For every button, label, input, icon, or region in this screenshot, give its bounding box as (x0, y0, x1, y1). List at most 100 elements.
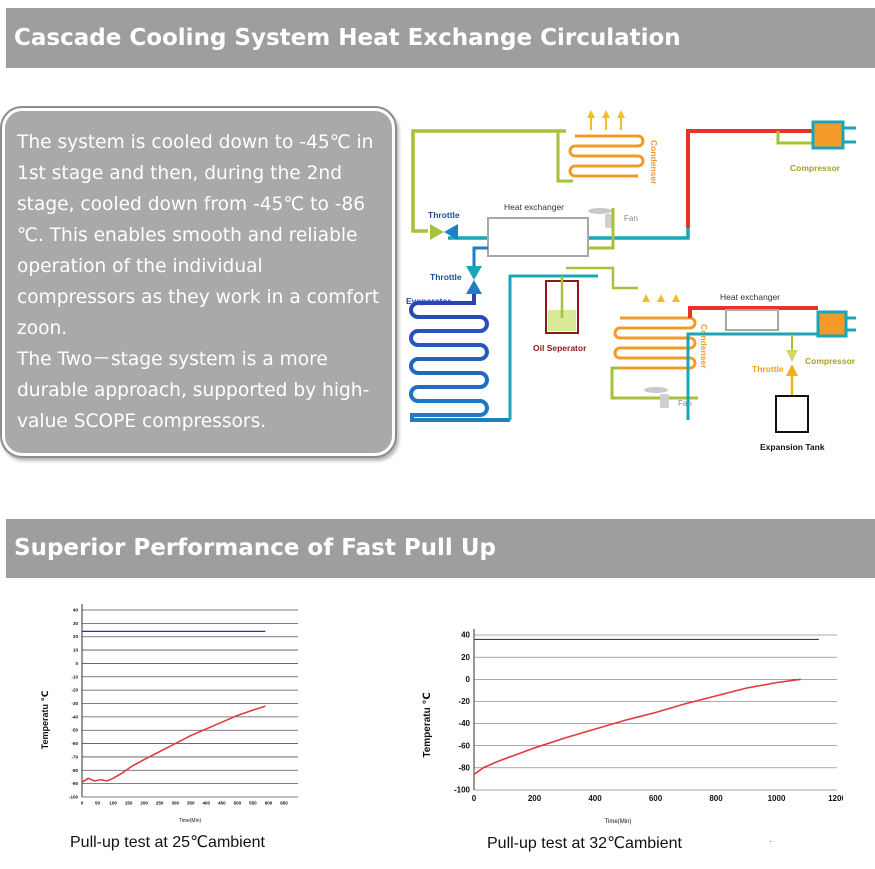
expansion-tank-icon (775, 395, 809, 433)
chart2-caption: Pull-up test at 32℃ambient (487, 835, 682, 852)
pipe-hx-down (508, 274, 598, 420)
chart-pull-up-25: 403020100-10-20-30-40-50-60-70-80-90-100… (40, 604, 298, 824)
y-tick-label: -70 (71, 754, 78, 759)
label-throttle-right: Throttle (752, 364, 784, 374)
pipe-hx-lower (472, 246, 488, 266)
x-tick-label: 200 (140, 801, 148, 806)
label-expansion-tank: Expansion Tank (760, 442, 825, 452)
chart1-series (81, 630, 266, 783)
x-tick-label: 50 (95, 801, 101, 806)
label-heat-exchanger-right: Heat exchanger (720, 292, 780, 302)
condenser-bottom-coil (613, 316, 697, 370)
x-tick-label: 0 (81, 801, 84, 806)
label-fan-top: Fan (624, 214, 638, 223)
x-tick-label: 0 (472, 794, 477, 803)
y-tick-label: -50 (71, 728, 78, 733)
label-compressor-bottom: Compressor (805, 356, 856, 366)
pipe-hx-right (588, 208, 615, 250)
y-tick-label: -80 (458, 764, 470, 773)
y-tick-label: -40 (458, 719, 470, 728)
pipe-outer-loop (411, 129, 566, 233)
y-tick-label: -60 (458, 741, 470, 750)
y-tick-label: -100 (454, 786, 471, 795)
y-tick-label: 0 (75, 661, 78, 666)
x-tick-label: 1000 (768, 794, 786, 803)
throttle-right-icon (786, 334, 798, 396)
y-tick-label: -30 (71, 701, 78, 706)
pipe-hot-top (686, 129, 813, 228)
pipe-right-cold (686, 332, 818, 420)
heat-exchanger-mid (487, 217, 589, 257)
x-tick-label: 550 (249, 801, 257, 806)
y-tick-label: -20 (71, 688, 78, 693)
chart1-ylabel: Temperatu ℃ (40, 691, 50, 750)
compressor-top-icon (811, 120, 856, 150)
oil-level-fill (548, 310, 576, 331)
x-tick-label: 650 (280, 801, 288, 806)
x-tick-label: 450 (218, 801, 226, 806)
condenser-top-coil (568, 134, 645, 178)
series-line-temperature (473, 678, 801, 776)
x-tick-label: 1200 (828, 794, 843, 803)
pipe-oil-sep (560, 266, 638, 318)
y-tick-label: -40 (71, 714, 78, 719)
y-tick-label: -80 (71, 768, 78, 773)
x-tick-label: 300 (171, 801, 179, 806)
pipe-condenser-return (556, 129, 573, 183)
cascade-cooling-diagram: Compressor Condenser Fan Heat exchanger … (406, 110, 856, 452)
chart1-caption: Pull-up test at 25℃ambient (70, 834, 265, 851)
x-tick-label: 500 (234, 801, 242, 806)
throttle-left-icon (430, 224, 458, 240)
evaporator-coil (409, 294, 510, 422)
y-tick-label: 0 (466, 675, 471, 684)
chart1-xlabel: Time(Min) (179, 818, 202, 824)
heat-arrows-top-icon (587, 110, 625, 130)
label-condenser-bottom: Condenser (699, 324, 709, 369)
label-heat-exchanger-mid: Heat exchanger (504, 202, 564, 212)
pipe-compressor-top-out (776, 131, 828, 145)
label-condenser-top: Condenser (649, 140, 659, 185)
x-tick-label: 400 (588, 794, 602, 803)
x-tick-label: 250 (156, 801, 164, 806)
chart2-series (473, 638, 819, 776)
y-tick-label: 40 (73, 608, 79, 613)
label-fan-bottom: Fan (678, 399, 692, 408)
y-tick-label: 10 (73, 648, 79, 653)
pipe-condenser-bottom-out (610, 366, 698, 400)
y-tick-label: -90 (71, 781, 78, 786)
section-title-performance: Superior Performance of Fast Pull Up (6, 519, 875, 578)
x-tick-label: 800 (709, 794, 723, 803)
heat-exchanger-right (725, 309, 779, 331)
x-tick-label: 150 (125, 801, 133, 806)
x-tick-label: 350 (187, 801, 195, 806)
chart2-ylabel: Temperatu ℃ (422, 692, 433, 757)
stray-dot: · (769, 836, 773, 847)
compressor-bottom-icon (816, 310, 856, 338)
label-oil-separator: Oil Seperator (533, 343, 587, 353)
chart1-grid (81, 604, 298, 798)
label-throttle-mid: Throttle (430, 272, 462, 282)
y-tick-label: 30 (73, 621, 79, 626)
section-title-cascade: Cascade Cooling System Heat Exchange Cir… (6, 8, 875, 68)
y-tick-label: -10 (71, 674, 78, 679)
description-paragraph-2: The Two－stage system is a more durable a… (17, 349, 370, 432)
x-tick-label: 200 (528, 794, 542, 803)
series-line-temperature (81, 705, 266, 783)
pipe-condenser-bottom-in (688, 306, 818, 318)
heat-arrows-bottom-icon (642, 294, 680, 302)
chart2-xlabel: Time(Min) (605, 819, 632, 825)
y-tick-label: -20 (458, 697, 470, 706)
label-throttle-left: Throttle (428, 210, 460, 220)
x-tick-label: 400 (203, 801, 211, 806)
y-tick-label: 20 (73, 634, 79, 639)
x-tick-label: 600 (649, 794, 663, 803)
y-tick-label: -60 (71, 741, 78, 746)
chart2-grid (473, 629, 837, 791)
x-tick-label: 100 (109, 801, 117, 806)
x-tick-label: 600 (265, 801, 273, 806)
y-tick-label: 40 (461, 631, 470, 640)
fan-top-icon (588, 208, 614, 228)
label-compressor-top: Compressor (790, 163, 841, 173)
